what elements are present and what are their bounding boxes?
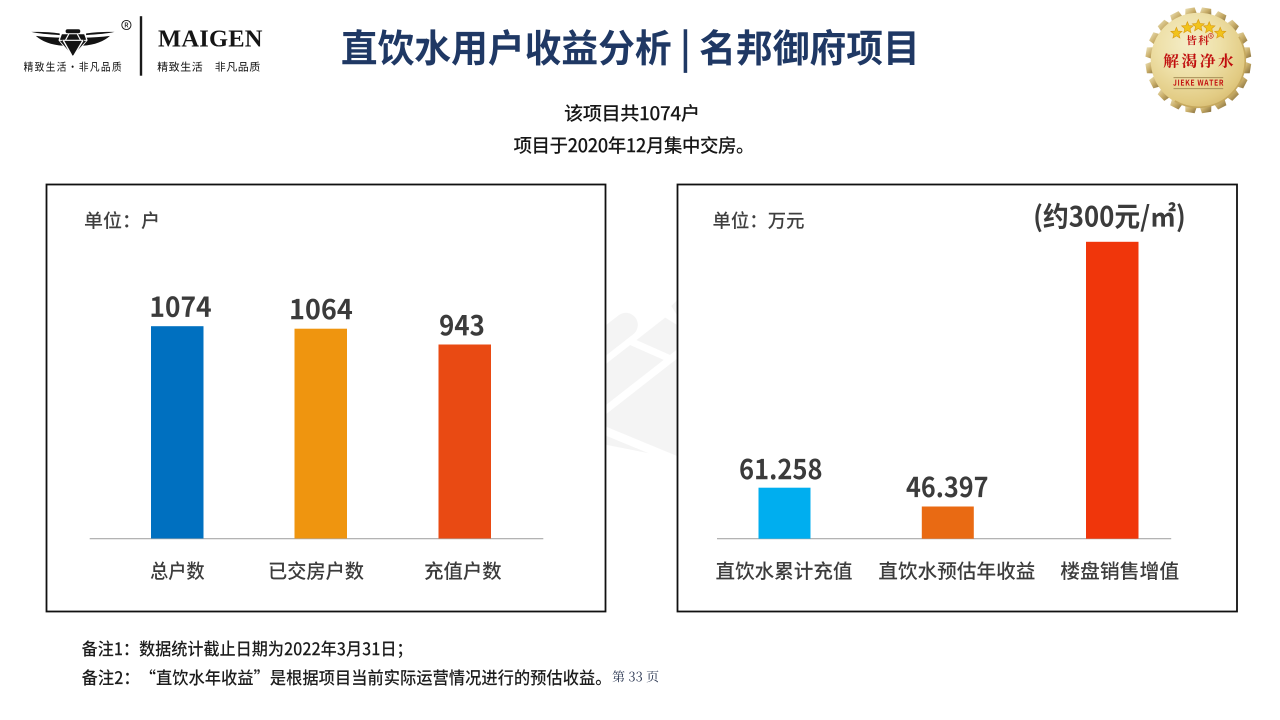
svg-text:MAIGEN: MAIGEN: [158, 26, 263, 53]
